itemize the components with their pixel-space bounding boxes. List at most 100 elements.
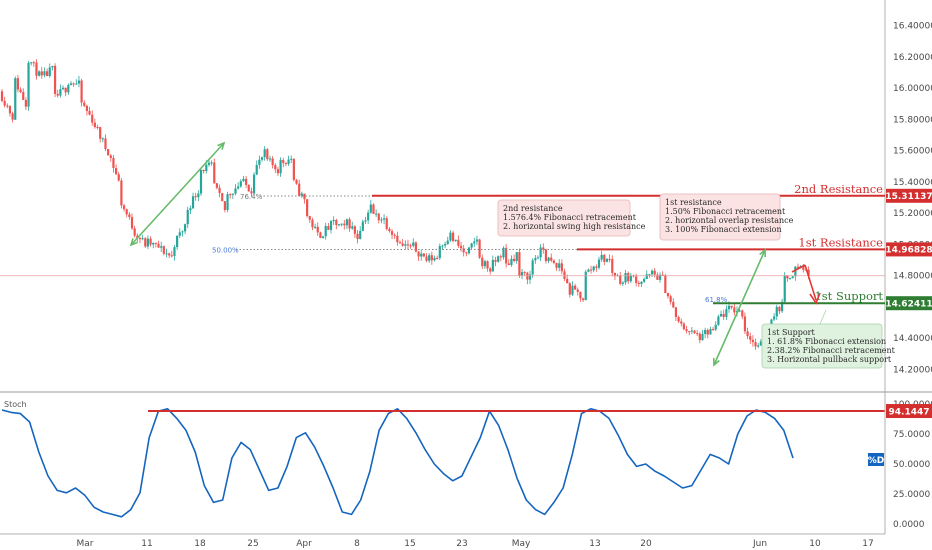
second-resistance-label: 2nd Resistance: [794, 182, 883, 196]
candle-body: [213, 162, 216, 184]
candle-body: [560, 263, 563, 272]
candle-body: [385, 218, 388, 229]
candle-body: [475, 239, 479, 242]
candle-body: [189, 208, 192, 210]
candle-body: [152, 242, 155, 245]
candle-body: [398, 242, 402, 244]
first-resistance-note-line: 1.50% Fibonacci retracement: [665, 207, 786, 216]
first-support-note-line: 2.38.2% Fibonacci retracement: [767, 346, 896, 355]
candle-body: [85, 105, 89, 111]
candle-body: [555, 262, 558, 268]
candle-body: [258, 159, 261, 165]
candle-body: [382, 218, 386, 220]
candle-body: [780, 301, 784, 312]
candle-body: [510, 258, 513, 265]
candle-body: [796, 266, 800, 268]
first-support-note-line: 3. Horizontal pullback support: [767, 355, 892, 364]
candle-body: [120, 180, 123, 206]
candle-body: [467, 247, 471, 254]
candle-body: [361, 221, 364, 231]
candle-body: [794, 266, 797, 277]
candle-body: [491, 259, 494, 272]
recent-up-arrow-head: [759, 248, 767, 258]
first-resistance-note-line: 3. 100% Fibonacci extension: [665, 225, 782, 234]
candle-body: [77, 80, 81, 84]
candle-body: [552, 260, 555, 263]
candle-body: [306, 199, 309, 217]
time-tick-label: 18: [194, 539, 206, 549]
candle-body: [478, 239, 481, 258]
candle-body: [775, 306, 778, 317]
time-tick-label: 13: [589, 539, 600, 549]
candle-body: [35, 62, 38, 76]
candle-body: [661, 274, 664, 276]
candle-body: [279, 160, 282, 174]
candle-body: [666, 293, 670, 297]
time-tick-label: 25: [247, 539, 258, 549]
candle-body: [701, 333, 704, 341]
candle-body: [122, 205, 126, 210]
candle-body: [64, 87, 67, 93]
candle-body: [114, 168, 118, 175]
candle-body: [451, 232, 455, 241]
first-resistance-note-line: 1st resistance: [665, 198, 722, 207]
candle-body: [67, 84, 70, 93]
candle-body: [401, 243, 404, 246]
candle-body: [345, 219, 349, 226]
support-note-pointer: [819, 309, 827, 325]
candle-body: [221, 192, 224, 202]
candle-body: [311, 219, 314, 228]
time-tick-label: 23: [456, 539, 467, 549]
candle-body: [690, 330, 693, 332]
candle-body: [316, 226, 319, 233]
candle-body: [637, 282, 640, 284]
candle-body: [489, 268, 492, 272]
candle-body: [512, 258, 516, 262]
candle-body: [183, 224, 187, 232]
candle-body: [773, 316, 776, 320]
candle-body: [27, 62, 30, 107]
candle-body: [613, 272, 617, 277]
up-trend-arrow: [130, 142, 225, 246]
candle-body: [337, 224, 341, 226]
price-tick-label: 16.00000: [893, 84, 932, 94]
candle-body: [295, 179, 298, 184]
first-resistance-label: 1st Resistance: [798, 235, 883, 249]
candle-body: [650, 270, 654, 275]
candle-body: [51, 65, 54, 68]
candle-body: [252, 174, 256, 194]
stoch-line: [1, 408, 794, 518]
candle-body: [266, 149, 269, 160]
candle-body: [390, 231, 394, 235]
candle-body: [457, 239, 460, 246]
candle-body: [191, 196, 195, 209]
candle-body: [3, 100, 6, 106]
candle-body: [75, 83, 78, 85]
candle-body: [589, 269, 593, 271]
stoch-overbought-tag-bg: [886, 404, 932, 419]
first-support-tag-bg: [886, 296, 932, 311]
candle-body: [263, 149, 266, 158]
time-tick-label: 8: [354, 539, 360, 549]
candle-body: [579, 291, 582, 299]
candle-body: [313, 226, 317, 228]
second-resistance-note-line: 2nd resistance: [503, 204, 563, 213]
candle-body: [32, 62, 35, 64]
candle-body: [59, 89, 62, 96]
candle-body: [186, 209, 189, 225]
candle-body: [138, 237, 142, 240]
candle-body: [672, 301, 675, 308]
candle-body: [786, 275, 789, 279]
candle-body: [292, 158, 295, 180]
candle-body: [231, 193, 234, 195]
candle-body: [714, 324, 717, 330]
candle-body: [130, 217, 134, 229]
candle-body: [146, 238, 150, 247]
candle-body: [414, 242, 418, 252]
candle-body: [332, 219, 335, 222]
candle-body: [730, 305, 733, 308]
candle-body: [722, 313, 725, 317]
candle-body: [22, 92, 25, 100]
candle-body: [80, 80, 83, 103]
up-trend-arrow-head: [129, 238, 138, 247]
